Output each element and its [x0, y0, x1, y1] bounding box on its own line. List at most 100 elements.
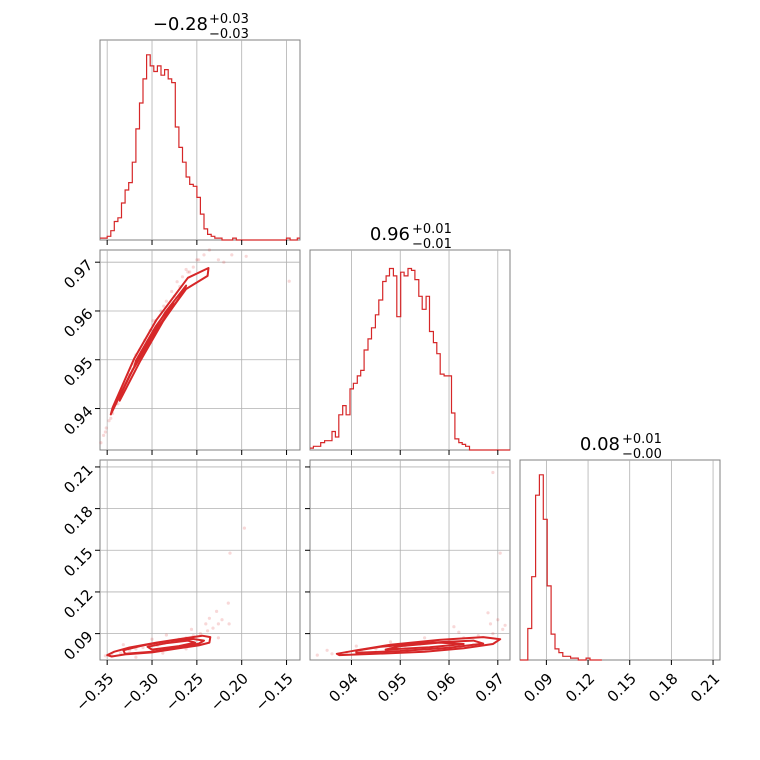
- scatter-param-1-vs-param-3-ytick-label-4: 0.21: [60, 461, 96, 497]
- scatter-param-1-vs-param-3-point-18: [215, 609, 219, 614]
- param-3-ytick-labels: 0.09 0.12 0.15 0.18 0.21: [60, 461, 96, 664]
- scatter-param-2-vs-param-3-point-16: [486, 611, 490, 615]
- scatter-param-1-vs-param-3-contours: [106, 634, 212, 658]
- param-2-ytick-labels: 0.94 0.95 0.96 0.97: [60, 256, 96, 439]
- hist-param-3-xtick-marks: [545, 660, 714, 665]
- scatter-param-2-vs-param-3-contour-2: [384, 641, 465, 651]
- scatter-param-1-vs-param-2-point-3: [107, 419, 111, 423]
- hist-param-3-grid: [545, 460, 714, 660]
- scatter-param-1-vs-param-2-point-20: [191, 265, 195, 269]
- scatter-param-1-vs-param-3-point-20: [228, 551, 232, 555]
- scatter-param-2-vs-param-3-point-15: [496, 618, 500, 622]
- hist-param-3-panel: 0.09 0.12 0.15 0.18 0.21 0.08 +0.01 −0.00: [519, 432, 723, 706]
- param-1-xtick-labels: −0.35 −0.30 −0.25 −0.20 −0.15: [72, 670, 297, 715]
- scatter-param-1-vs-param-3-point-2: [119, 651, 123, 655]
- scatter-param-1-vs-param-2-point-19: [186, 270, 190, 274]
- scatter-param-1-vs-param-2-point-34: [230, 253, 234, 257]
- scatter-param-1-vs-param-3-point-22: [121, 643, 125, 647]
- scatter-param-1-vs-param-3-xtick-label-1: −0.30: [117, 670, 162, 715]
- scatter-param-1-vs-param-3-point-27: [134, 655, 138, 659]
- hist-param-1-grid: [106, 40, 287, 240]
- scatter-param-1-vs-param-3-contour-2: [146, 639, 197, 651]
- scatter-param-1-vs-param-2-point-2: [104, 426, 108, 430]
- hist-param-3-step-line: [520, 474, 602, 661]
- param-2-xtick-labels: 0.94 0.95 0.96 0.97: [325, 670, 508, 706]
- scatter-param-2-vs-param-3-point-12: [491, 632, 495, 636]
- scatter-param-1-vs-param-3-point-33: [207, 616, 211, 620]
- scatter-param-2-vs-param-3-ytick-marks: [305, 466, 310, 635]
- scatter-param-1-vs-param-3-point-19: [226, 601, 230, 605]
- scatter-param-1-vs-param-2-point-35: [244, 254, 248, 258]
- scatter-param-1-vs-param-2-point-32: [103, 430, 107, 434]
- scatter-param-1-vs-param-2-contours: [109, 267, 210, 416]
- hist-param-2-xtick-marks: [350, 450, 499, 455]
- scatter-param-2-vs-param-3-xtick-marks: [350, 660, 499, 665]
- hist-param-3-title-plus: +0.01: [622, 432, 662, 447]
- scatter-param-2-vs-param-3-point-21: [388, 640, 393, 644]
- scatter-param-1-vs-param-3-xtick-label-4: −0.15: [252, 670, 297, 715]
- scatter-param-1-vs-param-2-point-29: [184, 267, 188, 272]
- scatter-param-2-vs-param-3-contour-0: [335, 636, 502, 657]
- scatter-param-1-vs-param-2-point-22: [202, 253, 206, 257]
- hist-param-3-plot-area: [519, 459, 721, 661]
- scatter-param-2-vs-param-3-point-28: [452, 625, 456, 629]
- scatter-param-2-vs-param-3-xtick-label-1: 0.95: [374, 670, 410, 706]
- scatter-param-1-vs-param-2-ytick-label-2: 0.96: [60, 305, 96, 341]
- scatter-param-2-vs-param-3-panel: 0.94 0.95 0.96 0.97: [305, 459, 511, 706]
- scatter-param-1-vs-param-3-point-21: [242, 526, 246, 530]
- scatter-param-1-vs-param-2-ytick-label-0: 0.94: [60, 402, 96, 438]
- scatter-param-1-vs-param-2-panel: 0.94 0.95 0.96 0.97: [60, 248, 301, 455]
- scatter-param-1-vs-param-2-point-16: [170, 289, 174, 294]
- scatter-param-1-vs-param-3-ytick-label-1: 0.12: [60, 586, 96, 622]
- hist-param-3-xtick-label-3: 0.18: [645, 670, 681, 706]
- scatter-param-2-vs-param-3-point-1: [330, 652, 334, 656]
- hist-param-3-title: 0.08: [580, 434, 620, 455]
- scatter-param-1-vs-param-3-point-14: [206, 629, 210, 633]
- scatter-param-2-vs-param-3-plot-area: [309, 459, 511, 661]
- scatter-param-2-vs-param-3-contours: [335, 636, 502, 657]
- scatter-param-2-vs-param-3-xtick-label-3: 0.97: [472, 670, 508, 706]
- scatter-param-1-vs-param-3-point-17: [220, 618, 224, 622]
- scatter-param-1-vs-param-3-point-31: [216, 636, 220, 640]
- scatter-param-1-vs-param-2-ytick-label-1: 0.95: [60, 354, 96, 390]
- hist-param-3-title-minus: −0.00: [622, 447, 662, 462]
- hist-param-1-step-line: [100, 54, 300, 241]
- scatter-param-2-vs-param-3-point-20: [423, 636, 427, 640]
- hist-param-2-step-line: [310, 267, 510, 451]
- scatter-param-1-vs-param-3-point-0: [103, 654, 107, 658]
- scatter-param-1-vs-param-3-point-15: [211, 626, 215, 630]
- scatter-param-1-vs-param-2-ytick-marks: [95, 261, 100, 410]
- scatter-param-1-vs-param-3-xtick-label-0: −0.35: [72, 670, 117, 715]
- hist-param-2-title: 0.96: [370, 224, 410, 245]
- scatter-param-1-vs-param-2-point-18: [180, 275, 185, 279]
- scatter-param-2-vs-param-3-grid: [310, 460, 510, 660]
- scatter-param-1-vs-param-3-point-25: [189, 627, 194, 632]
- scatter-param-1-vs-param-3-contour-1: [122, 637, 205, 655]
- scatter-param-1-vs-param-3-xtick-label-2: −0.25: [162, 670, 207, 715]
- scatter-param-1-vs-param-3-grid: [100, 460, 300, 660]
- param-3-xtick-labels: 0.09 0.12 0.15 0.18 0.21: [520, 670, 723, 706]
- scatter-param-1-vs-param-2-point-0: [99, 441, 103, 445]
- hist-param-3-xtick-label-1: 0.12: [562, 670, 598, 706]
- hist-param-2-title-plus: +0.01: [412, 222, 452, 237]
- scatter-param-1-vs-param-3-ytick-label-3: 0.18: [60, 502, 96, 538]
- scatter-param-1-vs-param-3-ytick-marks: [95, 466, 100, 635]
- hist-param-1-panel: −0.28 +0.03 −0.03: [99, 12, 301, 245]
- scatter-param-1-vs-param-2-point-40: [162, 304, 166, 308]
- hist-param-3-xtick-label-2: 0.15: [604, 670, 640, 706]
- hist-param-1-title-plus: +0.03: [209, 12, 249, 27]
- scatter-param-1-vs-param-2-point-31: [109, 416, 113, 420]
- scatter-param-1-vs-param-2-xtick-marks: [106, 450, 288, 455]
- scatter-param-1-vs-param-2-point-21: [197, 258, 201, 262]
- hist-param-2-plot-area: [309, 249, 511, 451]
- scatter-param-1-vs-param-2-point-23: [207, 248, 211, 252]
- scatter-param-1-vs-param-2-point-17: [175, 280, 179, 284]
- scatter-param-2-vs-param-3-point-22: [354, 644, 358, 648]
- scatter-param-2-vs-param-3-point-14: [503, 623, 507, 627]
- scatter-param-1-vs-param-3-ytick-label-2: 0.15: [60, 544, 96, 580]
- scatter-param-1-vs-param-3-point-32: [227, 622, 231, 626]
- hist-param-1-xtick-marks: [106, 240, 288, 245]
- scatter-param-2-vs-param-3-xtick-label-0: 0.94: [325, 670, 361, 706]
- scatter-param-1-vs-param-3-point-13: [198, 632, 202, 636]
